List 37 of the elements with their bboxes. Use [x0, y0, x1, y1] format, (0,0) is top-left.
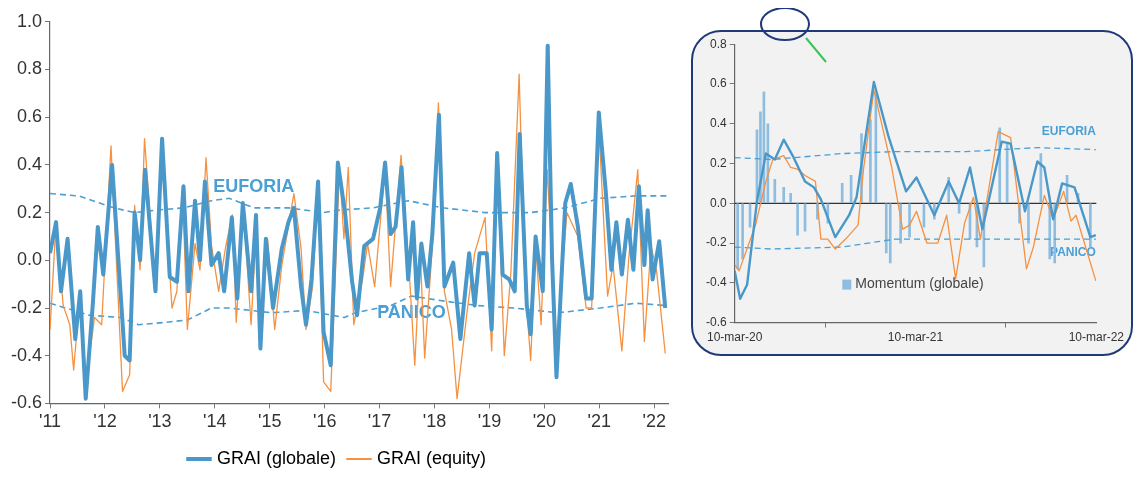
x-tick-label: '22 — [642, 411, 666, 432]
y-tick-label: 0.4 — [16, 153, 43, 174]
y-tick-label: 0.4 — [709, 116, 727, 131]
x-tick-label: '12 — [93, 411, 117, 432]
y-tick-label: 0.2 — [709, 155, 727, 170]
x-tick-label: '21 — [587, 411, 612, 432]
y-tick-label: 1.0 — [16, 10, 43, 31]
x-tick-label: 10-mar-22 — [1068, 330, 1125, 345]
x-tick-label: '14 — [203, 411, 227, 432]
y-tick-label: -0.4 — [705, 275, 727, 290]
x-tick-label: 10-mar-21 — [887, 330, 944, 345]
y-tick-label: 0.8 — [16, 58, 43, 79]
y-tick-label: -0.4 — [10, 344, 43, 365]
x-tick-label: '18 — [422, 411, 447, 432]
y-tick-label: 0.6 — [709, 76, 727, 91]
x-tick-label: '19 — [477, 411, 502, 432]
y-tick-label: -0.2 — [10, 296, 43, 317]
y-tick-label: -0.6 — [10, 392, 43, 413]
x-tick-label: '13 — [148, 411, 172, 432]
y-tick-label: 0.6 — [16, 106, 43, 127]
x-tick-label: '11 — [38, 411, 62, 432]
x-tick-label: '20 — [532, 411, 557, 432]
x-tick-label: '15 — [258, 411, 282, 432]
y-tick-label: -0.6 — [705, 314, 727, 329]
y-tick-label: -0.2 — [705, 235, 727, 250]
legend-label: Momentum (globale) — [855, 275, 984, 292]
legend-label: GRAI (globale) — [216, 447, 337, 468]
x-tick-label: 10-mar-20 — [707, 330, 763, 345]
y-tick-label: 0.2 — [16, 201, 43, 222]
y-tick-label: 0.8 — [709, 36, 727, 51]
y-tick-label: 0.0 — [709, 195, 727, 210]
legend-label: GRAI (equity) — [377, 447, 487, 468]
series-label: EUFORIA — [213, 175, 295, 196]
x-tick-label: '17 — [367, 411, 392, 432]
y-tick-label: 0.0 — [16, 249, 43, 270]
x-tick-label: '16 — [312, 411, 337, 432]
series-label: EUFORIA — [1041, 123, 1097, 138]
